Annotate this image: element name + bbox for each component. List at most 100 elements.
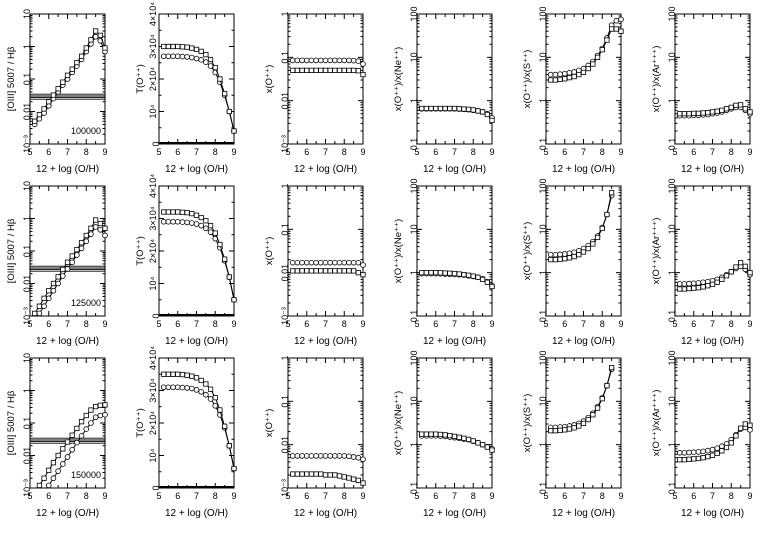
data-point-square [294,268,300,274]
y-tick-label: 0.1 [538,138,548,151]
data-point-square [336,268,343,274]
x-tick-label: 7 [581,491,586,501]
data-point-circle [690,449,697,456]
data-point-square [93,28,99,34]
data-point-square [566,426,573,432]
data-point-square [604,211,610,218]
x-tick-label: 5 [27,491,32,501]
x-axis-label: 12 + log (O/H) [294,164,357,175]
y-tick-label: 10 [667,52,677,62]
x-tick-label: 9 [102,491,107,501]
y-tick-label: 1 [538,98,548,103]
series-line-square [34,30,105,122]
data-point-square [447,270,453,276]
y-tick-label: 10⁻³ [280,479,290,497]
data-point-square [594,54,601,60]
data-point-square [179,44,186,50]
data-point-square [203,218,209,224]
data-point-circle [561,70,568,77]
data-point-circle [547,71,554,78]
data-point-circle [160,384,167,391]
data-point-square [207,56,214,63]
y-tick-label: 4×10⁴ [148,2,158,26]
data-point-square [700,455,706,461]
data-point-square [46,288,52,294]
data-point-square [294,67,300,73]
y-tick-label: 10 [667,224,677,234]
y-tick-label: 0 [151,141,161,146]
x-tick-label: 8 [729,319,734,329]
x-tick-label: 7 [581,319,586,329]
data-point-circle [189,385,195,392]
data-point-circle [88,420,94,426]
data-point-square [290,67,296,73]
data-point-square [557,427,563,433]
x-tick-label: 8 [342,147,347,157]
y-tick-label: 0.1 [538,310,548,323]
data-point-square [55,452,61,459]
data-point-square [475,274,481,280]
y-tick-label: 1 [280,11,290,16]
data-point-circle [45,482,52,489]
data-point-circle [69,259,75,266]
data-point-square [60,266,66,273]
data-point-square [447,105,453,112]
data-point-circle [198,388,204,395]
data-point-circle [557,71,563,77]
y-tick-label: 0.1 [538,482,548,495]
data-point-circle [160,53,167,60]
data-point-circle [198,222,204,229]
data-point-square [327,472,333,478]
data-point-circle [327,57,333,64]
data-point-square [728,269,734,275]
x-tick-label: 6 [433,319,438,329]
y-tick-label: 1 [280,355,290,360]
data-point-square [428,431,434,437]
data-point-circle [193,221,200,227]
data-point-square [562,256,568,262]
data-point-circle [170,53,176,60]
y-tick-label: 100 [409,350,419,365]
plot-frame [287,13,364,145]
data-point-square [313,67,319,73]
data-point-square [557,256,563,262]
y-tick-label: 0.1 [22,417,32,430]
x-tick-label: 5 [285,319,290,329]
data-point-circle [557,251,563,258]
data-point-square [728,104,734,110]
x-tick-label: 9 [618,319,623,329]
x-tick-label: 5 [672,491,677,501]
data-point-circle [561,251,568,257]
data-point-circle [327,453,333,459]
y-tick-label: 1 [22,388,32,393]
data-point-square [102,402,108,408]
plot-frame [416,185,493,317]
data-point-square [714,279,720,285]
data-point-square [695,455,702,462]
data-point-circle [83,426,90,432]
data-point-square [351,268,357,274]
data-point-square [484,279,490,285]
x-tick-label: 9 [489,491,494,501]
data-point-square [677,286,683,292]
panel-r0c3: 5 6 7 8 912 + log (O/H) 0.1 1 10 100 x(O⁺⁺)/x(Ne⁺… [393,6,495,175]
data-point-square [442,270,448,276]
data-point-square [480,109,486,115]
data-point-circle [189,54,195,61]
data-point-square [465,436,472,443]
data-point-circle [60,461,66,467]
data-point-square [97,220,103,227]
data-point-circle [299,453,305,459]
y-axis-label: x(O⁺⁺)/x(Ne⁺⁺) [393,391,404,455]
data-point-circle [747,427,753,433]
data-point-circle [360,262,366,268]
x-tick-label: 5 [156,491,161,501]
y-tick-label: 0.1 [409,482,419,495]
y-axis-label: x(O⁺⁺)/x(Ar⁺⁺⁺) [651,218,662,285]
data-point-circle [346,259,352,266]
x-tick-label: 9 [231,491,236,501]
data-point-circle [341,453,348,459]
x-tick-label: 6 [691,147,696,157]
data-point-circle [294,57,301,64]
data-point-square [78,53,85,59]
